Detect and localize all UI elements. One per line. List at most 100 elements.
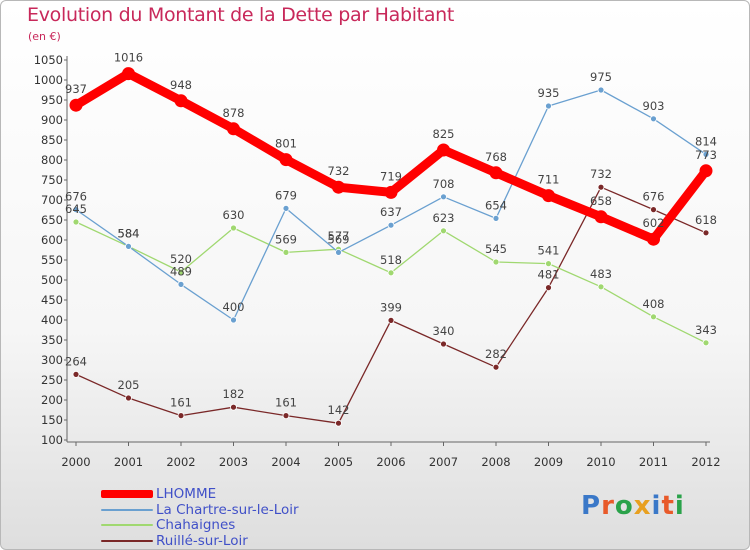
- series-layer: [69, 67, 713, 427]
- data-label: 541: [538, 244, 560, 258]
- data-point: [122, 67, 135, 81]
- data-point: [282, 248, 290, 256]
- data-point: [545, 260, 552, 268]
- proxiti-logo: Proxiti: [581, 491, 685, 521]
- data-label: 948: [170, 78, 192, 92]
- data-label: 658: [590, 194, 612, 208]
- data-point: [440, 340, 447, 348]
- data-point: [72, 370, 80, 378]
- x-tick-label: 2004: [271, 455, 300, 469]
- legend-label: La Chartre-sur-le-Loir: [156, 501, 299, 518]
- data-label: 282: [485, 347, 507, 361]
- data-point: [650, 115, 657, 123]
- data-point: [437, 143, 450, 157]
- data-point: [492, 258, 500, 266]
- data-label: 182: [223, 387, 245, 401]
- logo-letter: P: [581, 491, 602, 521]
- data-point: [702, 229, 710, 237]
- chart-axes: 100 150 200 250 300 350 400 450 500 550 600 650 700 7…: [34, 53, 721, 469]
- y-tick-label: 900: [41, 113, 63, 127]
- data-label: 569: [328, 232, 350, 246]
- data-label: 483: [590, 267, 612, 281]
- data-label: 732: [590, 167, 612, 181]
- chart-subtitle: (en €): [28, 30, 61, 43]
- legend-label: Ruillé-sur-Loir: [156, 532, 248, 549]
- y-tick-label: 600: [41, 233, 63, 247]
- data-label: 637: [380, 205, 402, 219]
- data-label: 400: [223, 300, 245, 314]
- data-label: 1016: [114, 51, 143, 65]
- legend-swatch: [101, 490, 153, 498]
- legend-swatch: [101, 539, 153, 542]
- data-point: [647, 232, 660, 246]
- x-tick-label: 2009: [534, 455, 563, 469]
- data-label: 518: [380, 253, 402, 267]
- x-tick-label: 2012: [691, 455, 720, 469]
- y-tick-label: 750: [41, 173, 63, 187]
- x-tick-label: 2011: [639, 455, 668, 469]
- logo-letter: o: [614, 491, 634, 521]
- legend-swatch: [101, 524, 153, 526]
- data-label: 676: [65, 190, 87, 204]
- y-tick-label: 650: [41, 213, 63, 227]
- data-label: 161: [170, 396, 192, 410]
- data-point: [597, 86, 605, 94]
- y-tick-label: 250: [41, 373, 63, 387]
- data-label: 975: [590, 70, 612, 84]
- logo-letter: r: [601, 491, 615, 521]
- data-point: [594, 210, 608, 224]
- data-label: 719: [380, 169, 402, 183]
- y-tick-label: 200: [41, 393, 63, 407]
- data-point: [177, 268, 185, 276]
- data-point: [230, 316, 237, 324]
- x-tick-label: 2001: [114, 455, 143, 469]
- data-point: [177, 412, 185, 420]
- data-label: 711: [538, 173, 560, 187]
- data-point: [125, 242, 132, 250]
- legend-swatch: [101, 508, 153, 511]
- data-label: 937: [65, 82, 87, 96]
- legend-label: LHOMME: [156, 486, 217, 502]
- data-label: 408: [643, 297, 665, 311]
- data-point: [597, 283, 605, 291]
- x-tick-label: 2010: [586, 455, 615, 469]
- data-label: 623: [433, 211, 455, 225]
- data-point: [72, 206, 80, 214]
- data-point: [69, 98, 83, 112]
- data-point: [282, 412, 290, 420]
- data-point: [335, 248, 342, 256]
- data-label: 205: [118, 378, 140, 392]
- data-label: 520: [170, 252, 192, 266]
- data-point: [384, 185, 398, 199]
- data-point: [387, 221, 395, 229]
- y-tick-label: 300: [41, 353, 63, 367]
- data-label: 903: [643, 99, 665, 113]
- data-point: [335, 419, 342, 427]
- y-tick-label: 800: [41, 153, 63, 167]
- data-label: 825: [433, 127, 455, 141]
- data-point: [72, 218, 80, 226]
- data-point: [177, 280, 185, 288]
- data-point: [699, 164, 713, 178]
- data-point: [440, 193, 447, 201]
- y-tick-label: 700: [41, 193, 63, 207]
- data-point: [492, 214, 500, 222]
- data-label: 618: [695, 213, 717, 227]
- logo-letter: x: [633, 491, 652, 521]
- data-label: 161: [275, 396, 297, 410]
- data-label: 732: [328, 164, 350, 178]
- logo-letter: i: [651, 491, 662, 521]
- y-tick-label: 1000: [34, 73, 63, 87]
- data-point: [174, 94, 188, 108]
- data-point: [125, 394, 132, 402]
- y-tick-label: 350: [41, 333, 63, 347]
- y-tick-label: 850: [41, 133, 63, 147]
- data-point: [650, 313, 657, 321]
- data-label: 340: [433, 324, 455, 338]
- data-label: 773: [695, 148, 717, 162]
- data-label: 264: [65, 354, 87, 368]
- data-label: 399: [380, 300, 402, 314]
- logo-letter: t: [661, 491, 675, 521]
